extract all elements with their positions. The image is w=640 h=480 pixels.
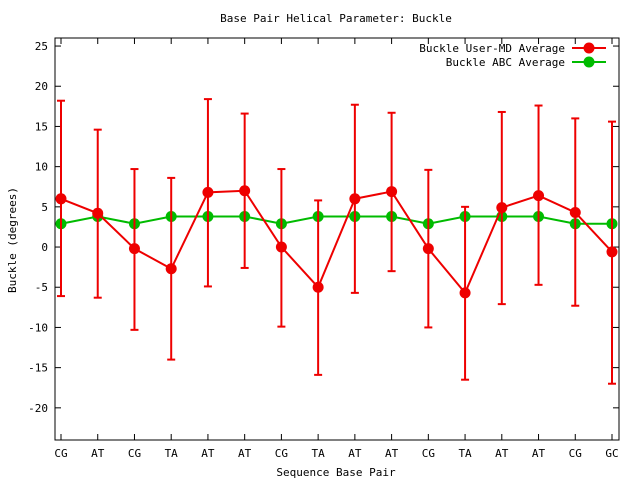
data-point [128,243,140,255]
plot-frame [54,37,620,441]
data-point [92,207,104,219]
x-tick-label: AT [348,447,362,460]
data-point [202,186,214,198]
x-tick-label: AT [201,447,215,460]
data-point [239,185,251,197]
y-tick-label: 0 [41,241,48,254]
series-line [60,189,613,295]
data-point [422,243,434,255]
chart-title: Base Pair Helical Parameter: Buckle [220,12,452,25]
x-tick-label: CG [275,447,288,460]
x-tick-label: TA [458,447,472,460]
y-tick-label: 20 [35,80,48,93]
x-tick-label: AT [532,447,546,460]
series-0 [55,98,618,385]
y-tick-label: 10 [35,161,48,174]
y-tick-label: 15 [35,120,48,133]
data-point [533,190,545,202]
y-tick-label: -15 [28,362,48,375]
x-tick-label: CG [569,447,582,460]
x-tick-label: AT [495,447,509,460]
series-line [60,215,612,225]
x-tick-label: TA [165,447,179,460]
data-point [459,287,471,299]
x-tick-label: GC [605,447,618,460]
x-tick-label: CG [54,447,67,460]
legend-label: Buckle ABC Average [446,56,565,69]
x-tick-label: TA [312,447,326,460]
series-layer [55,98,618,385]
data-point [349,193,361,205]
data-point [386,186,398,198]
data-point [496,202,508,214]
legend-label: Buckle User-MD Average [419,42,565,55]
y-axis-label: Buckle (degrees) [6,187,19,293]
legend-marker [583,42,595,54]
series-1 [55,210,618,230]
y-tick-label: -5 [35,281,48,294]
y-tick-label: -20 [28,402,48,415]
data-point [165,263,177,275]
x-tick-label: CG [128,447,141,460]
data-point [55,193,67,205]
x-axis-label: Sequence Base Pair [276,466,396,479]
data-point [606,246,618,258]
x-tick-label: CG [422,447,435,460]
y-axis: -20 -15 -10 -5 0 5 10 15 20 25 [28,40,619,415]
y-tick-label: 25 [35,40,48,53]
y-tick-label: -10 [28,321,48,334]
data-point [312,281,324,293]
legend-marker [583,56,595,68]
y-tick-label: 5 [41,201,48,214]
x-tick-label: AT [91,447,105,460]
x-axis: CG AT CG TA AT AT CG TA AT AT CG TA AT AT CG GC [54,38,619,460]
data-point [569,206,581,218]
x-tick-label: AT [385,447,399,460]
x-tick-label: AT [238,447,252,460]
data-point [275,241,287,253]
